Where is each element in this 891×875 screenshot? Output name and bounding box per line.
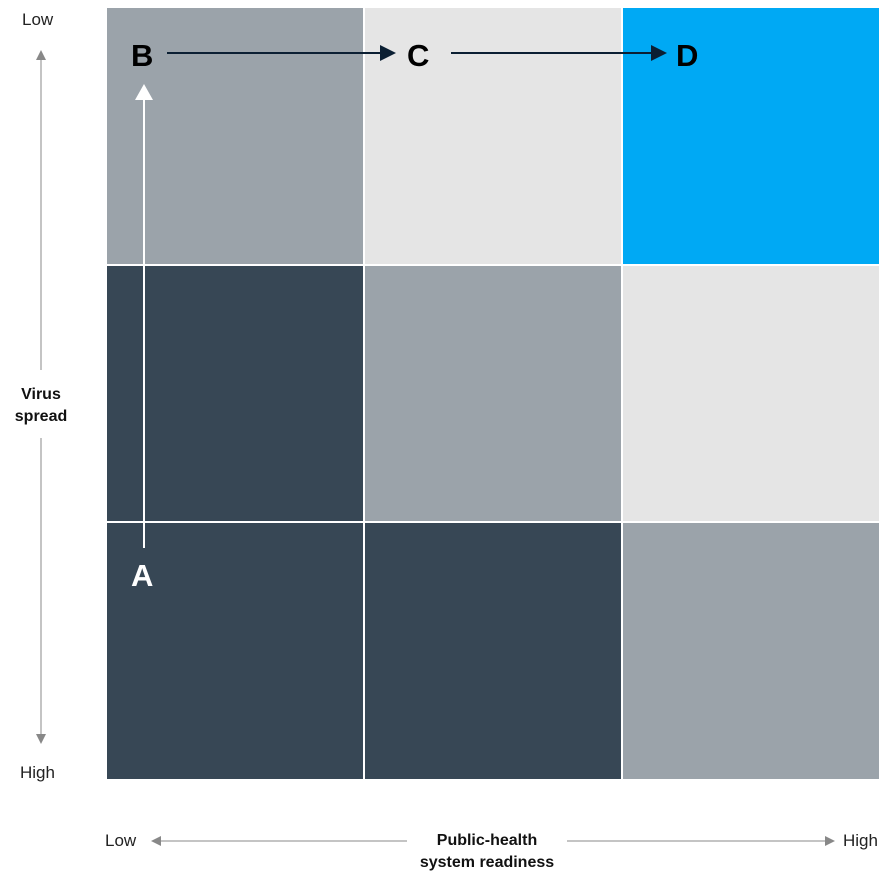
readiness-spread-matrix (107, 8, 879, 779)
x-axis-title: Public-health system readiness (380, 830, 594, 874)
y-axis-title-line1: Virus (21, 386, 61, 403)
x-axis-right-arrowhead (825, 836, 835, 846)
point-b-label: B (131, 38, 154, 73)
cell-spread-high-readiness-low (107, 523, 363, 779)
point-a-label: A (131, 558, 154, 593)
cell-spread-low-readiness-mid (365, 8, 621, 264)
x-axis-title-line2: system readiness (419, 854, 555, 871)
x-axis-title-line1: Public-health (436, 832, 538, 849)
y-axis-title: Virus spread (0, 384, 82, 428)
point-d-label: D (676, 38, 699, 73)
y-axis-title-line2: spread (14, 408, 68, 425)
cell-spread-low-readiness-high (623, 8, 879, 264)
cell-spread-mid-readiness-high (623, 265, 879, 522)
y-axis-down-arrowhead (36, 734, 46, 744)
y-axis-up-arrowhead (36, 50, 46, 60)
cell-spread-high-readiness-mid (365, 523, 621, 779)
cell-spread-mid-readiness-mid (365, 265, 621, 522)
cell-spread-mid-readiness-low (107, 265, 363, 522)
x-axis-left-label: Low (105, 831, 137, 850)
cell-spread-high-readiness-high (623, 523, 879, 779)
y-axis-top-label: Low (22, 10, 54, 29)
x-axis-left-arrowhead (151, 836, 161, 846)
y-axis-bottom-label: High (20, 763, 55, 782)
point-c-label: C (407, 38, 430, 73)
cell-spread-low-readiness-low (107, 8, 363, 264)
x-axis-right-label: High (843, 831, 878, 850)
